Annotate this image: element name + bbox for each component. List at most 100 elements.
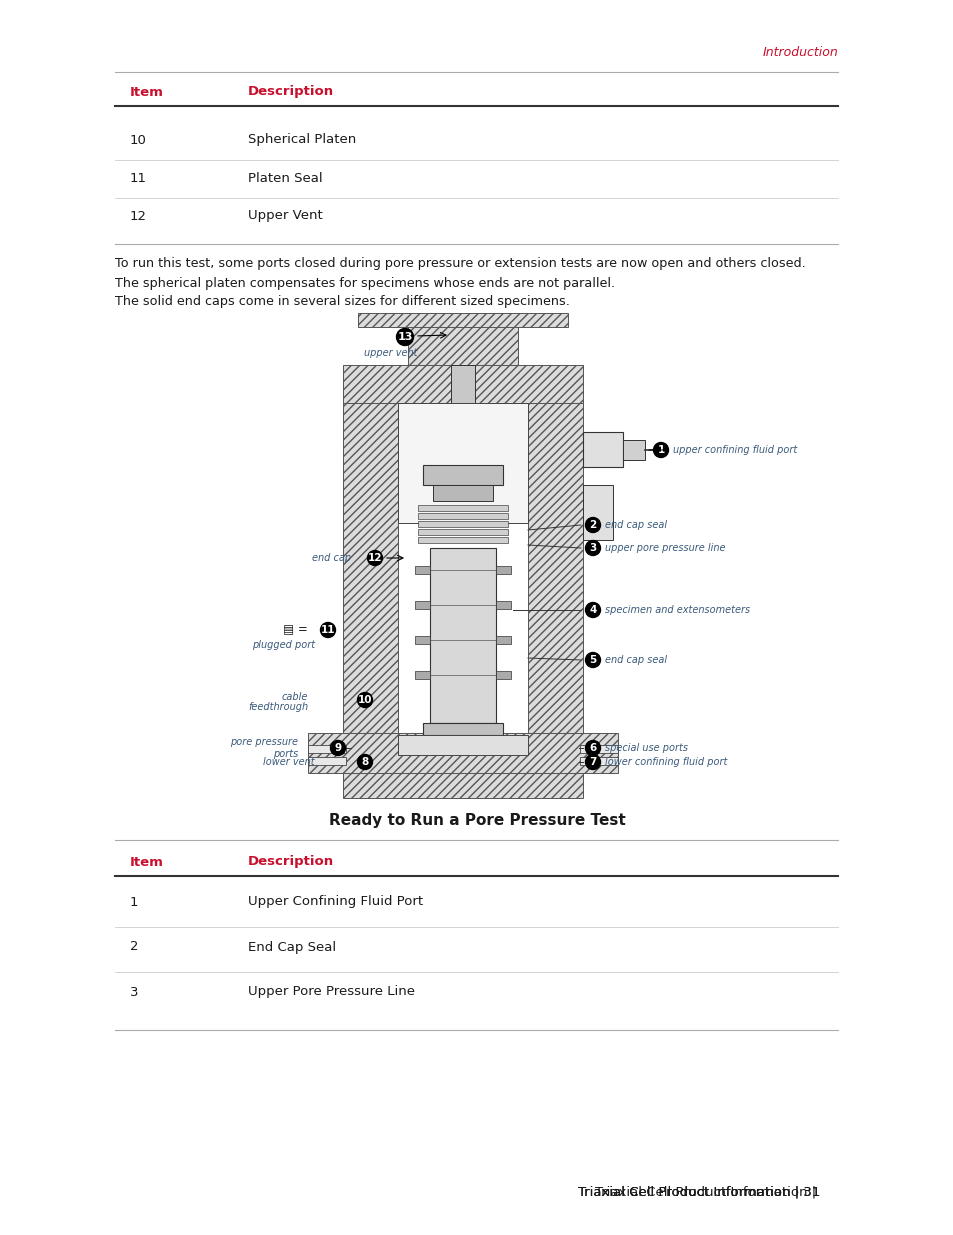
Text: lower vent: lower vent [263, 757, 314, 767]
Text: end cap seal: end cap seal [604, 520, 666, 530]
Bar [496, 636, 511, 643]
Bar [417, 513, 507, 519]
Bar [527, 403, 582, 734]
Bar [417, 521, 507, 527]
Text: feedthrough: feedthrough [248, 701, 308, 713]
Text: upper vent: upper vent [364, 348, 417, 358]
Text: cable: cable [281, 692, 308, 701]
Text: 3: 3 [130, 986, 138, 999]
Text: 5: 5 [589, 655, 596, 664]
Bar [343, 403, 397, 734]
Circle shape [357, 755, 372, 769]
Circle shape [330, 741, 345, 756]
Text: ▤ =: ▤ = [283, 624, 308, 636]
Text: Triaxial Cell Product Information |: Triaxial Cell Product Information | [594, 1186, 820, 1198]
Text: Description: Description [248, 85, 334, 99]
Text: Triaxial Cell Product Information | 31: Triaxial Cell Product Information | 31 [577, 1186, 820, 1198]
Bar [308, 734, 618, 773]
Text: 11: 11 [130, 172, 147, 184]
Bar [357, 312, 567, 327]
Text: The solid end caps come in several sizes for different sized specimens.: The solid end caps come in several sizes… [115, 295, 569, 309]
Text: Item: Item [130, 856, 164, 868]
Bar [422, 722, 502, 735]
Circle shape [585, 603, 599, 618]
Text: Upper Confining Fluid Port: Upper Confining Fluid Port [248, 895, 423, 909]
Bar [417, 529, 507, 535]
Bar [579, 757, 618, 764]
Bar [496, 671, 511, 679]
Text: upper confining fluid port: upper confining fluid port [672, 445, 797, 454]
Bar [451, 366, 475, 420]
Text: 2: 2 [589, 520, 596, 530]
Text: End Cap Seal: End Cap Seal [248, 941, 335, 953]
Bar [496, 601, 511, 609]
Circle shape [585, 517, 599, 532]
Text: plugged port: plugged port [252, 640, 314, 650]
Bar [417, 537, 507, 543]
Text: 4: 4 [589, 605, 596, 615]
Circle shape [585, 541, 599, 556]
Bar [397, 403, 527, 522]
Bar [408, 324, 517, 366]
Bar [496, 566, 511, 574]
Bar [343, 366, 582, 403]
Text: 6: 6 [589, 743, 596, 753]
Bar [415, 636, 430, 643]
Circle shape [367, 551, 382, 566]
Text: 1: 1 [130, 895, 138, 909]
Bar [415, 601, 430, 609]
Text: Description: Description [248, 856, 334, 868]
Circle shape [320, 622, 335, 637]
Circle shape [396, 329, 413, 346]
Text: 13: 13 [396, 332, 413, 342]
Text: 2: 2 [130, 941, 138, 953]
Bar [417, 505, 507, 511]
Text: 12: 12 [367, 553, 382, 563]
Text: Ready to Run a Pore Pressure Test: Ready to Run a Pore Pressure Test [328, 813, 625, 827]
Bar [582, 485, 613, 540]
Text: special use ports: special use ports [604, 743, 687, 753]
Text: lower confining fluid port: lower confining fluid port [604, 757, 726, 767]
Bar [415, 671, 430, 679]
Bar [622, 440, 644, 459]
Text: Platen Seal: Platen Seal [248, 172, 322, 184]
Bar [422, 466, 502, 485]
Text: The spherical platen compensates for specimens whose ends are not parallel.: The spherical platen compensates for spe… [115, 277, 615, 289]
Text: Upper Vent: Upper Vent [248, 210, 322, 222]
Text: specimen and extensometers: specimen and extensometers [604, 605, 749, 615]
Text: pore pressure: pore pressure [230, 737, 297, 747]
Text: Introduction: Introduction [761, 46, 837, 58]
Text: end cap: end cap [312, 553, 351, 563]
Text: 9: 9 [335, 743, 341, 753]
Bar [430, 548, 496, 722]
Bar [582, 432, 622, 467]
Bar [308, 757, 346, 764]
Text: upper pore pressure line: upper pore pressure line [604, 543, 724, 553]
Circle shape [653, 442, 668, 457]
Circle shape [585, 755, 599, 769]
Text: 8: 8 [361, 757, 368, 767]
Text: Upper Pore Pressure Line: Upper Pore Pressure Line [248, 986, 415, 999]
Text: 10: 10 [357, 695, 372, 705]
Text: 10: 10 [130, 133, 147, 147]
Bar [415, 566, 430, 574]
Bar [343, 773, 582, 798]
Text: ports: ports [273, 748, 297, 760]
Text: 7: 7 [589, 757, 596, 767]
Text: 3: 3 [589, 543, 596, 553]
Circle shape [357, 693, 372, 708]
Bar [397, 735, 527, 755]
Text: end cap seal: end cap seal [604, 655, 666, 664]
Text: 1: 1 [657, 445, 664, 454]
Text: To run this test, some ports closed during pore pressure or extension tests are : To run this test, some ports closed duri… [115, 258, 805, 270]
Text: Triaxial Cell Product Information | 31: Triaxial Cell Product Information | 31 [577, 1186, 820, 1198]
Circle shape [585, 741, 599, 756]
Bar [433, 485, 493, 501]
Text: Spherical Platen: Spherical Platen [248, 133, 355, 147]
Text: 11: 11 [320, 625, 335, 635]
Text: 12: 12 [130, 210, 147, 222]
Bar [308, 745, 346, 753]
Text: Item: Item [130, 85, 164, 99]
Circle shape [585, 652, 599, 667]
Bar [579, 745, 618, 753]
